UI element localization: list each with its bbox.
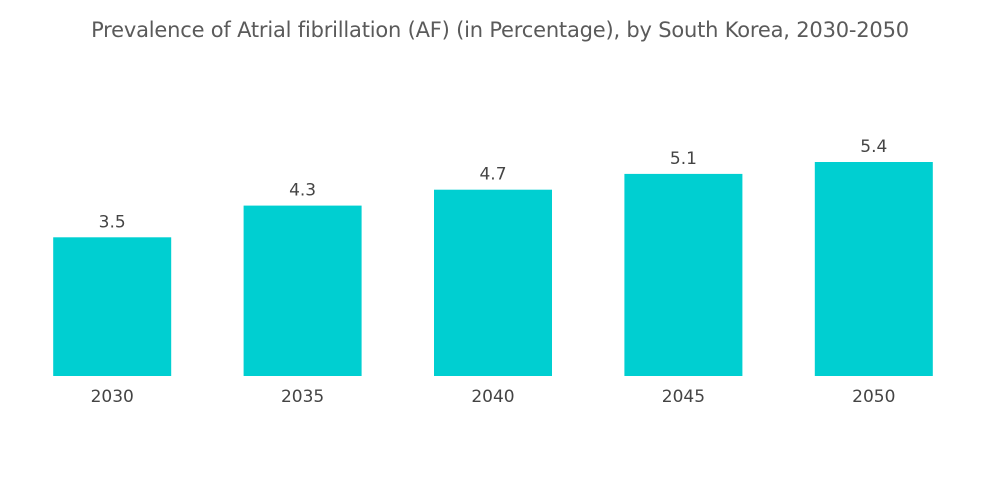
value-label-2035: 4.3 bbox=[289, 181, 316, 201]
x-tick-label-2050: 2050 bbox=[852, 387, 895, 407]
x-tick-label-2030: 2030 bbox=[91, 387, 134, 407]
bar-2035 bbox=[243, 205, 362, 376]
bars-group bbox=[53, 162, 933, 376]
chart-title: Prevalence of Atrial fibrillation (AF) (… bbox=[91, 18, 909, 42]
value-label-2040: 4.7 bbox=[479, 165, 506, 185]
bar-2040 bbox=[434, 189, 552, 376]
x-tick-label-2040: 2040 bbox=[471, 387, 514, 407]
value-labels-group: 3.5 4.3 4.7 5.1 5.4 bbox=[99, 137, 888, 232]
value-label-2030: 3.5 bbox=[99, 212, 126, 232]
value-label-2045: 5.1 bbox=[670, 149, 697, 169]
value-label-2050: 5.4 bbox=[860, 137, 887, 157]
bar-2045 bbox=[624, 173, 743, 376]
x-axis-ticks: 2030 2035 2040 2045 2050 bbox=[91, 387, 896, 407]
x-tick-label-2045: 2045 bbox=[662, 387, 705, 407]
bar-2030 bbox=[53, 237, 172, 376]
x-tick-label-2035: 2035 bbox=[281, 387, 324, 407]
bar-2050 bbox=[814, 162, 933, 376]
